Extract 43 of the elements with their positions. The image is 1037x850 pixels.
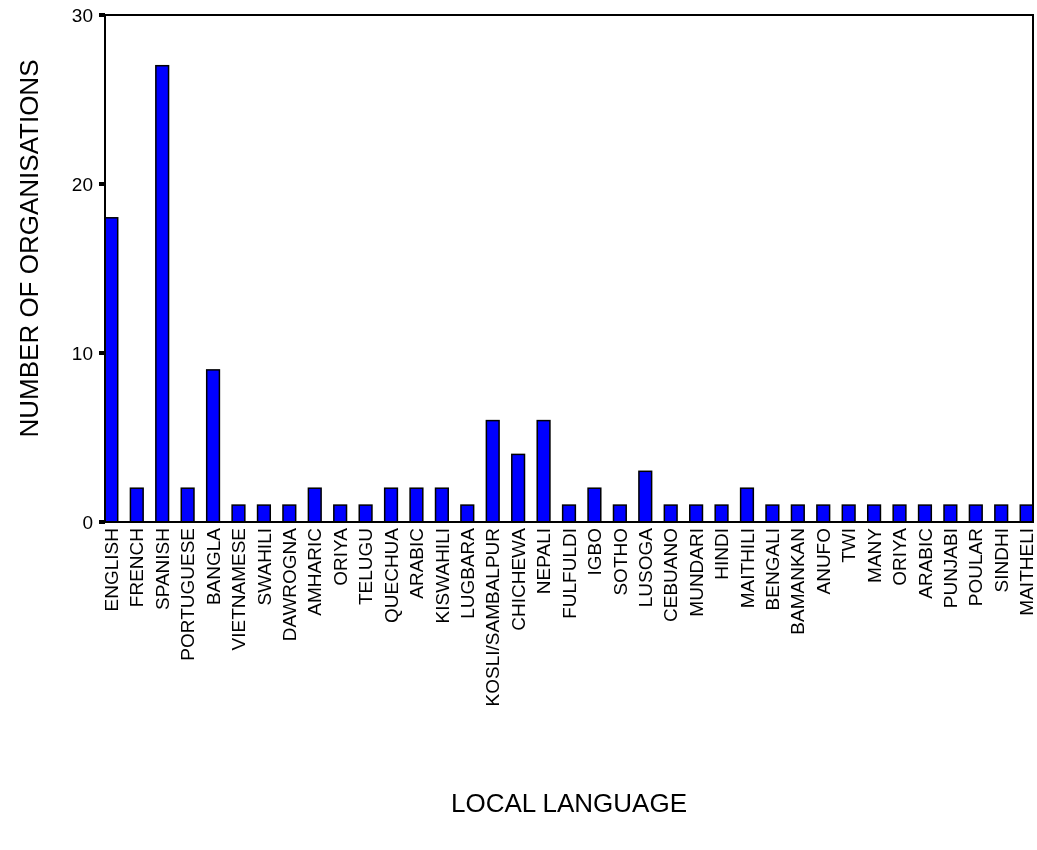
- x-tick-label: PORTUGUESE: [177, 528, 199, 661]
- x-tick-label: KOSLI/SAMBALPUR: [482, 528, 504, 707]
- x-tick-label: VIETNAMESE: [228, 528, 250, 651]
- x-tick-label: CHICHEWA: [507, 527, 529, 631]
- x-tick-label: ENGLISH: [101, 528, 123, 612]
- x-tick-label: ANUFO: [812, 528, 834, 595]
- x-tick-label: NEPALI: [533, 528, 555, 595]
- x-tick-label: TWI: [838, 528, 860, 563]
- x-tick-label: MAITHELI: [1016, 528, 1037, 616]
- x-tick-label: FRENCH: [126, 528, 148, 608]
- x-tick-label: AMHARIC: [304, 528, 326, 616]
- x-tick-label: IGBO: [584, 528, 606, 576]
- x-tick-label: LUGBARA: [456, 527, 478, 619]
- x-tick-label: MANY: [863, 527, 885, 583]
- x-tick-label: BAMANKAN: [787, 528, 809, 635]
- x-tick-label: LUSOGA: [634, 527, 656, 608]
- x-tick-label: SWAHILI: [253, 528, 275, 606]
- x-tick-label: ORIYA: [329, 527, 351, 586]
- x-tick-label: QUECHUA: [380, 527, 402, 624]
- x-tick-label: SINDHI: [990, 528, 1012, 593]
- x-tick-label: BENGALI: [762, 528, 784, 611]
- x-tick-label: TELUGU: [355, 528, 377, 606]
- x-tick-label: ARABIC: [914, 528, 936, 599]
- x-tick-label: CEBUANO: [660, 528, 682, 622]
- x-tick-label: ARABIC: [406, 528, 428, 599]
- x-tick-label: MUNDARI: [685, 528, 707, 617]
- x-tick-label: SOTHO: [609, 528, 631, 596]
- y-axis-title: NUMBER OF ORGANISATIONS: [14, 59, 44, 438]
- x-tick-label: KISWAHILI: [431, 528, 453, 624]
- x-axis-title: LOCAL LANGUAGE: [450, 788, 688, 818]
- y-tick-label: 20: [71, 173, 93, 195]
- x-tick-label: SPANISH: [151, 528, 173, 611]
- y-tick-label: 30: [71, 4, 93, 26]
- x-tick-label: HINDI: [711, 528, 733, 580]
- x-tick-label: BANGLA: [202, 527, 224, 606]
- y-tick-label: 0: [82, 511, 93, 533]
- x-tick-label: MAITHILI: [736, 528, 758, 609]
- y-tick-label: 10: [71, 342, 93, 364]
- x-tick-label: FULFULDI: [558, 528, 580, 619]
- x-tick-label: DAWROGNA: [278, 527, 300, 642]
- x-tick-label: PUNJABI: [940, 528, 962, 609]
- x-tick-label: POULAR: [965, 528, 987, 607]
- x-tick-label: ORIYA: [889, 527, 911, 586]
